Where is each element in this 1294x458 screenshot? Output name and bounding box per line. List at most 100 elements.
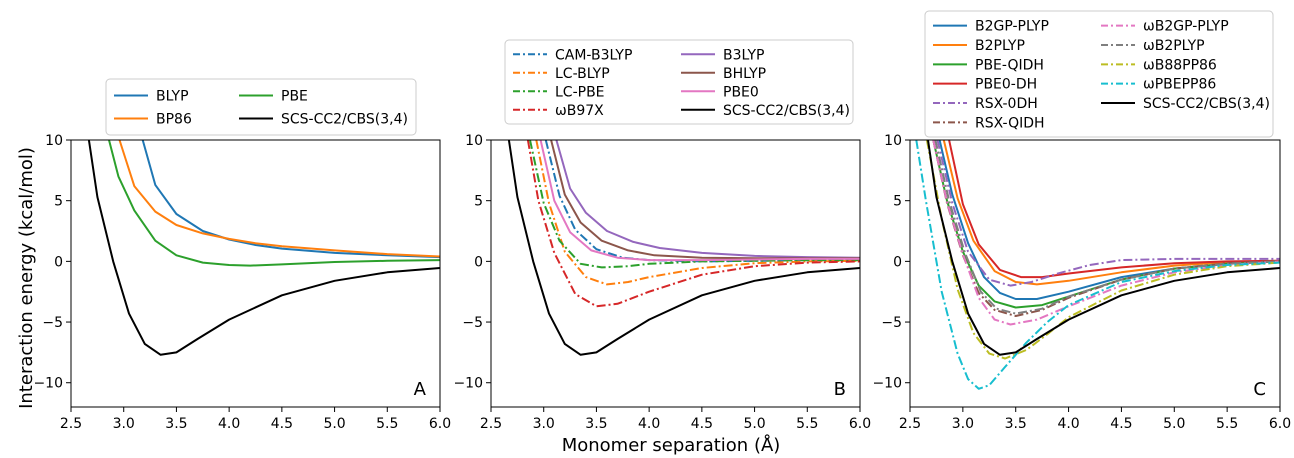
series-line-c-3 (948, 140, 1280, 279)
legend-entry-label: SCS-CC2/CBS(3,4) (723, 103, 850, 119)
y-tick-label: −10 (453, 376, 483, 392)
legend: B2GP-PLYP B2PLYP PBE-QIDH PBE0-DH RSX-0DH RSX… (924, 10, 1274, 138)
panel-letter: A (414, 379, 427, 400)
x-tick-label: 6.0 (1269, 416, 1291, 432)
chart-panel-a: 2.5 3.0 3.5 4.0 4.5 5.0 5.5 6.0 10 5 0 −5 −10 A BLYP BP… (33, 78, 451, 432)
legend-entry-label: BLYP (156, 89, 189, 105)
y-tick-label: 0 (54, 254, 63, 270)
panel-letter: C (1253, 379, 1266, 400)
x-tick-label: 5.5 (796, 416, 818, 432)
x-tick-label: 3.0 (952, 416, 974, 432)
y-tick-label: 10 (45, 133, 63, 149)
x-tick-label: 2.5 (480, 416, 502, 432)
x-tick-label: 5.5 (376, 416, 398, 432)
legend-entry-label: B2PLYP (975, 38, 1025, 54)
y-tick-label: −5 (881, 315, 902, 331)
x-tick-label: 5.0 (743, 416, 765, 432)
legend-entry-label: CAM-B3LYP (555, 47, 632, 63)
legend-entry-label: B2GP-PLYP (975, 19, 1049, 35)
y-tick-label: −10 (33, 376, 63, 392)
x-tick-label: 3.5 (585, 416, 607, 432)
legend-entry-label: LC-PBE (555, 84, 605, 100)
series-line-c-5 (932, 140, 1280, 317)
chart-panel-c: 2.5 3.0 3.5 4.0 4.5 5.0 5.5 6.0 10 5 0 −5 −10 C B2GP-P… (872, 10, 1291, 432)
y-tick-label: 10 (465, 133, 483, 149)
x-tick-label: 4.0 (218, 416, 240, 432)
y-tick-label: 10 (884, 133, 902, 149)
series-line-b-4 (555, 140, 860, 259)
legend-entry-label: SCS-CC2/CBS(3,4) (1143, 96, 1270, 112)
x-tick-label: 4.5 (691, 416, 713, 432)
x-tick-label: 4.0 (1057, 416, 1079, 432)
x-axis-label: Monomer separation (Å) (562, 434, 781, 456)
chart-panel-b: 2.5 3.0 3.5 4.0 4.5 5.0 5.5 6.0 10 5 0 −5 −10 B CAM-B3… (453, 39, 871, 432)
legend-entry-label: ωB97X (555, 103, 604, 119)
legend-entry-label: SCS-CC2/CBS(3,4) (281, 112, 408, 128)
x-tick-label: 4.5 (271, 416, 293, 432)
y-tick-label: 5 (474, 194, 483, 210)
legend-entry-label: RSX-0DH (975, 96, 1038, 112)
legend-entry-label: LC-BLYP (555, 66, 610, 82)
legend-entry-label: ωB2PLYP (1143, 38, 1205, 54)
x-tick-label: 6.0 (429, 416, 451, 432)
legend-entry-label: PBE0-DH (975, 77, 1037, 93)
legend-entry-label: ωPBEPP86 (1143, 77, 1216, 93)
x-tick-label: 5.5 (1216, 416, 1238, 432)
series-line-c-4 (936, 140, 1280, 287)
x-tick-label: 6.0 (849, 416, 871, 432)
legend-entry-label: BP86 (156, 112, 192, 128)
legend: CAM-B3LYP LC-BLYP LC-PBE ωB97X B3LYP BHLYP PBE… (504, 39, 854, 125)
series-line-a-3 (87, 140, 440, 356)
legend-entry-label: PBE-QIDH (975, 57, 1044, 73)
y-tick-label: 5 (54, 194, 63, 210)
legend-entry-label: ωB2GP-PLYP (1143, 19, 1229, 35)
series-line-c-10 (927, 140, 1280, 356)
legend-entry-label: PBE0 (723, 84, 759, 100)
series-line-b-0 (544, 140, 860, 263)
series-line-b-1 (535, 140, 860, 286)
legend-entry-label: ωB88PP86 (1143, 57, 1217, 73)
series-line-b-6 (539, 140, 860, 262)
legend-entry-label: BHLYP (723, 66, 766, 82)
y-tick-label: 0 (893, 254, 902, 270)
x-tick-label: 5.0 (1163, 416, 1185, 432)
series-line-a-2 (108, 140, 440, 267)
series-line-c-2 (932, 140, 1280, 309)
series-line-a-0 (141, 140, 440, 259)
y-axis-label: Interaction energy (kcal/mol) (16, 147, 37, 409)
y-tick-label: 0 (474, 254, 483, 270)
series-line-b-3 (526, 140, 860, 308)
y-tick-label: −5 (42, 315, 63, 331)
series-line-c-9 (915, 140, 1280, 390)
series-line-b-5 (550, 140, 860, 260)
series-line-b-2 (529, 140, 860, 269)
x-tick-label: 5.0 (323, 416, 345, 432)
y-tick-label: 5 (893, 194, 902, 210)
plot-frame (490, 139, 861, 408)
plot-frame (909, 139, 1281, 408)
panel-letter: B (834, 379, 846, 400)
legend-entry-label: PBE (281, 89, 308, 105)
x-tick-label: 2.5 (899, 416, 921, 432)
x-tick-label: 3.5 (165, 416, 187, 432)
series-line-b-7 (507, 140, 860, 356)
x-tick-label: 4.5 (1110, 416, 1132, 432)
plot-frame (70, 139, 441, 408)
legend-entry-label: B3LYP (723, 47, 764, 63)
y-tick-label: −5 (462, 315, 483, 331)
series-line-a-1 (118, 140, 440, 258)
x-tick-label: 4.0 (638, 416, 660, 432)
series-line-c-8 (925, 140, 1280, 360)
series-line-c-1 (942, 140, 1280, 286)
x-tick-label: 3.0 (113, 416, 135, 432)
legend-entry-label: RSX-QIDH (975, 115, 1045, 131)
legend: BLYP BP86 PBE SCS-CC2/CBS(3,4) (105, 78, 417, 136)
y-tick-label: −10 (872, 376, 902, 392)
series-line-c-6 (932, 140, 1280, 326)
x-tick-label: 2.5 (60, 416, 82, 432)
x-tick-label: 3.0 (533, 416, 555, 432)
x-tick-label: 3.5 (1005, 416, 1027, 432)
series-line-c-7 (934, 140, 1280, 315)
